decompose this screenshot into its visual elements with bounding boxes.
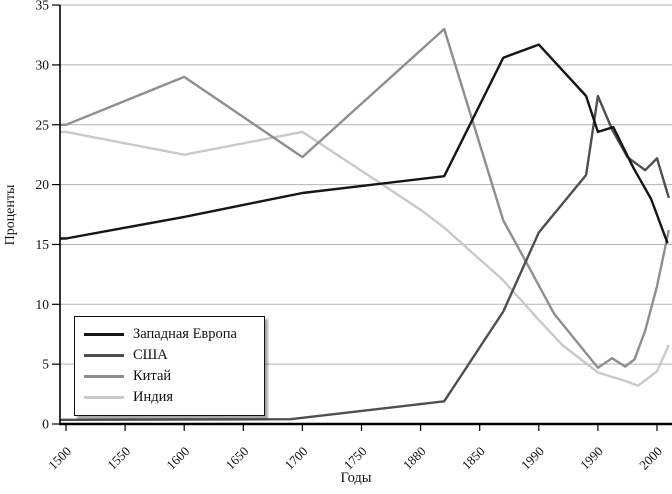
x-axis-title: Годы: [340, 470, 371, 486]
x-tick-label: 1600: [163, 444, 192, 473]
legend-swatch-china: [84, 375, 124, 378]
y-tick-label: 25: [36, 117, 50, 132]
x-tick-label: 1500: [45, 444, 74, 473]
x-tick-label: 1990: [518, 444, 547, 473]
legend-label-china: Китай: [133, 368, 172, 384]
y-tick-label: 10: [36, 297, 50, 312]
series-line-india: [60, 130, 670, 387]
legend-label-india: Индия: [133, 389, 174, 405]
series-line-china: [60, 27, 670, 369]
series-line-usa: [60, 94, 670, 421]
x-tick-label: 1550: [104, 444, 133, 473]
legend-item-western-europe: Западная Европа: [84, 324, 256, 345]
y-tick-label: 0: [42, 417, 49, 432]
legend: Западная Европа США Китай Индия: [74, 316, 265, 416]
legend-item-usa: США: [84, 345, 256, 366]
y-tick-label: 30: [36, 57, 50, 72]
x-tick-label: 1700: [282, 444, 311, 473]
x-tick-label: 1880: [400, 444, 429, 473]
x-tick-label: 1850: [459, 444, 488, 473]
legend-item-china: Китай: [84, 366, 256, 387]
legend-label-western-europe: Западная Европа: [133, 326, 237, 342]
y-tick-label: 15: [36, 237, 50, 252]
y-tick-label: 5: [42, 357, 49, 372]
legend-swatch-western-europe: [84, 333, 124, 336]
series-line-western-europe: [60, 43, 669, 244]
x-tick-label: 1990: [577, 444, 606, 473]
y-tick-label: 35: [36, 0, 50, 13]
y-tick-label: 20: [36, 177, 50, 192]
x-tick-label: 2000: [636, 444, 665, 473]
legend-item-india: Индия: [84, 387, 256, 408]
legend-label-usa: США: [133, 347, 168, 363]
x-tick-label: 1750: [341, 444, 370, 473]
legend-swatch-india: [84, 396, 124, 399]
y-axis-title: Проценты: [3, 184, 18, 245]
x-tick-label: 1650: [222, 444, 251, 473]
legend-swatch-usa: [84, 354, 124, 357]
